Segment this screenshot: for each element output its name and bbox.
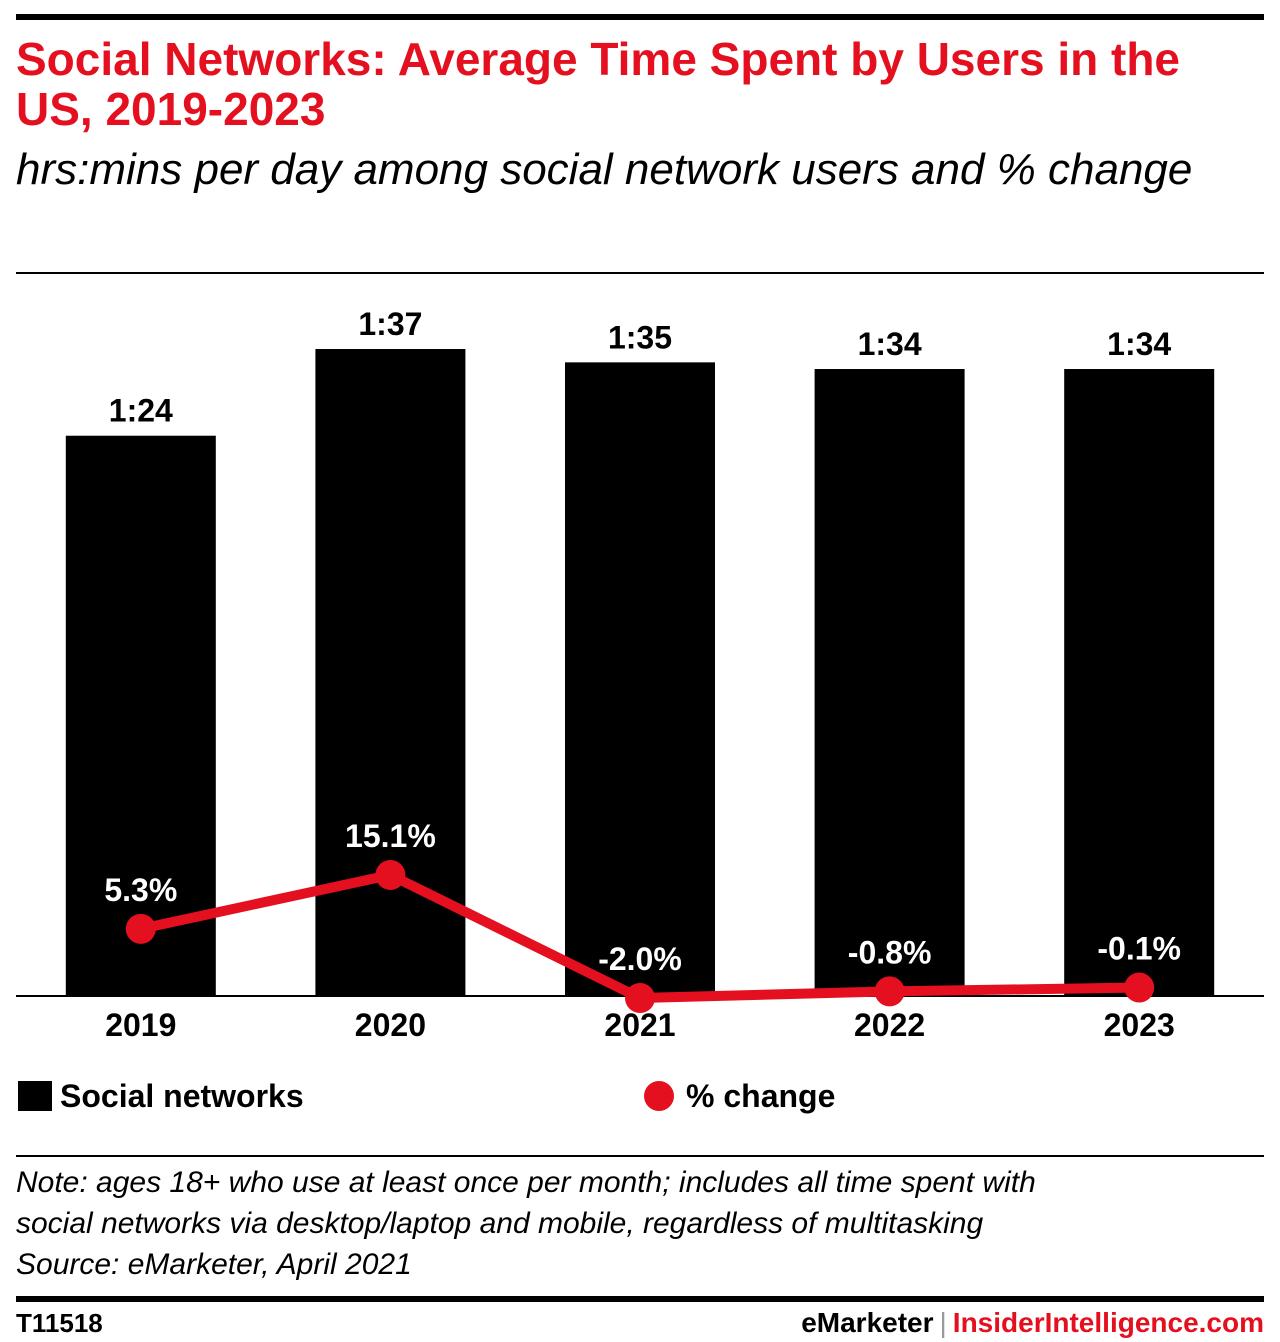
legend-social-networks: Social networks bbox=[18, 1076, 304, 1116]
legend-label-social-networks: Social networks bbox=[60, 1077, 304, 1114]
legend-percent-change: % change bbox=[644, 1076, 835, 1116]
legend-label-percent-change: % change bbox=[686, 1077, 836, 1114]
brand-separator: | bbox=[939, 1307, 947, 1338]
note-source: Source: eMarketer, April 2021 bbox=[16, 1248, 412, 1281]
labels-layer: 1:24 2019 1:37 2020 1:35 2021 1:34 2022 1:34 2023… bbox=[104, 306, 1181, 1043]
bar-2021 bbox=[565, 362, 715, 997]
brand-footer: eMarketer | InsiderIntelligence.com bbox=[801, 1307, 1264, 1339]
chart-area: 1:24 2019 1:37 2020 1:35 2021 1:34 2022 1:34 2023… bbox=[16, 306, 1264, 1043]
top-rule bbox=[16, 14, 1264, 20]
bar-value-label-2021: 1:35 bbox=[608, 319, 672, 355]
x-tick-label-2020: 2020 bbox=[355, 1007, 426, 1043]
percent-point-2022 bbox=[874, 976, 905, 1007]
bar-value-label-2020: 1:37 bbox=[358, 306, 422, 342]
note-line-1: Note: ages 18+ who use at least once per… bbox=[16, 1166, 1036, 1199]
note-line-2: social networks via desktop/laptop and m… bbox=[16, 1207, 984, 1240]
bar-2019 bbox=[65, 435, 216, 997]
line-layer bbox=[125, 859, 1155, 1013]
legend-swatch-dot bbox=[644, 1081, 674, 1111]
x-tick-label-2021: 2021 bbox=[604, 1007, 675, 1043]
percent-label-2020: 15.1% bbox=[345, 818, 436, 854]
chart-id: T11518 bbox=[16, 1308, 103, 1338]
percent-point-2023 bbox=[1124, 972, 1155, 1003]
x-tick-label-2023: 2023 bbox=[1104, 1007, 1175, 1043]
legend-swatch-bar bbox=[18, 1081, 52, 1111]
percent-label-2023: -0.1% bbox=[1097, 931, 1181, 967]
x-tick-label-2022: 2022 bbox=[854, 1007, 925, 1043]
chart-note: Note: ages 18+ who use at least once per… bbox=[16, 1162, 1266, 1285]
note-rule bbox=[16, 1155, 1264, 1157]
chart-title: Social Networks: Average Time Spent by U… bbox=[16, 33, 1181, 135]
bar-value-label-2022: 1:34 bbox=[858, 326, 922, 362]
brand-emarketer: eMarketer bbox=[801, 1307, 934, 1338]
header-rule bbox=[16, 272, 1264, 274]
percent-label-2019: 5.3% bbox=[104, 872, 177, 908]
x-tick-label-2019: 2019 bbox=[105, 1007, 176, 1043]
percent-label-2022: -0.8% bbox=[848, 934, 932, 970]
percent-label-2021: -2.0% bbox=[598, 941, 682, 977]
percent-point-2021 bbox=[625, 983, 655, 1013]
brand-insider-intelligence: InsiderIntelligence.com bbox=[952, 1307, 1264, 1338]
percent-point-2019 bbox=[125, 913, 156, 944]
percent-point-2020 bbox=[375, 859, 406, 890]
bar-value-label-2019: 1:24 bbox=[109, 393, 173, 429]
bar-2023 bbox=[1064, 369, 1215, 996]
chart-subtitle: hrs:mins per day among social network us… bbox=[16, 145, 1193, 194]
bar-2022 bbox=[814, 369, 965, 996]
bar-value-label-2023: 1:34 bbox=[1107, 326, 1171, 362]
footer-rule bbox=[16, 1296, 1264, 1302]
bars-layer bbox=[16, 349, 1264, 997]
